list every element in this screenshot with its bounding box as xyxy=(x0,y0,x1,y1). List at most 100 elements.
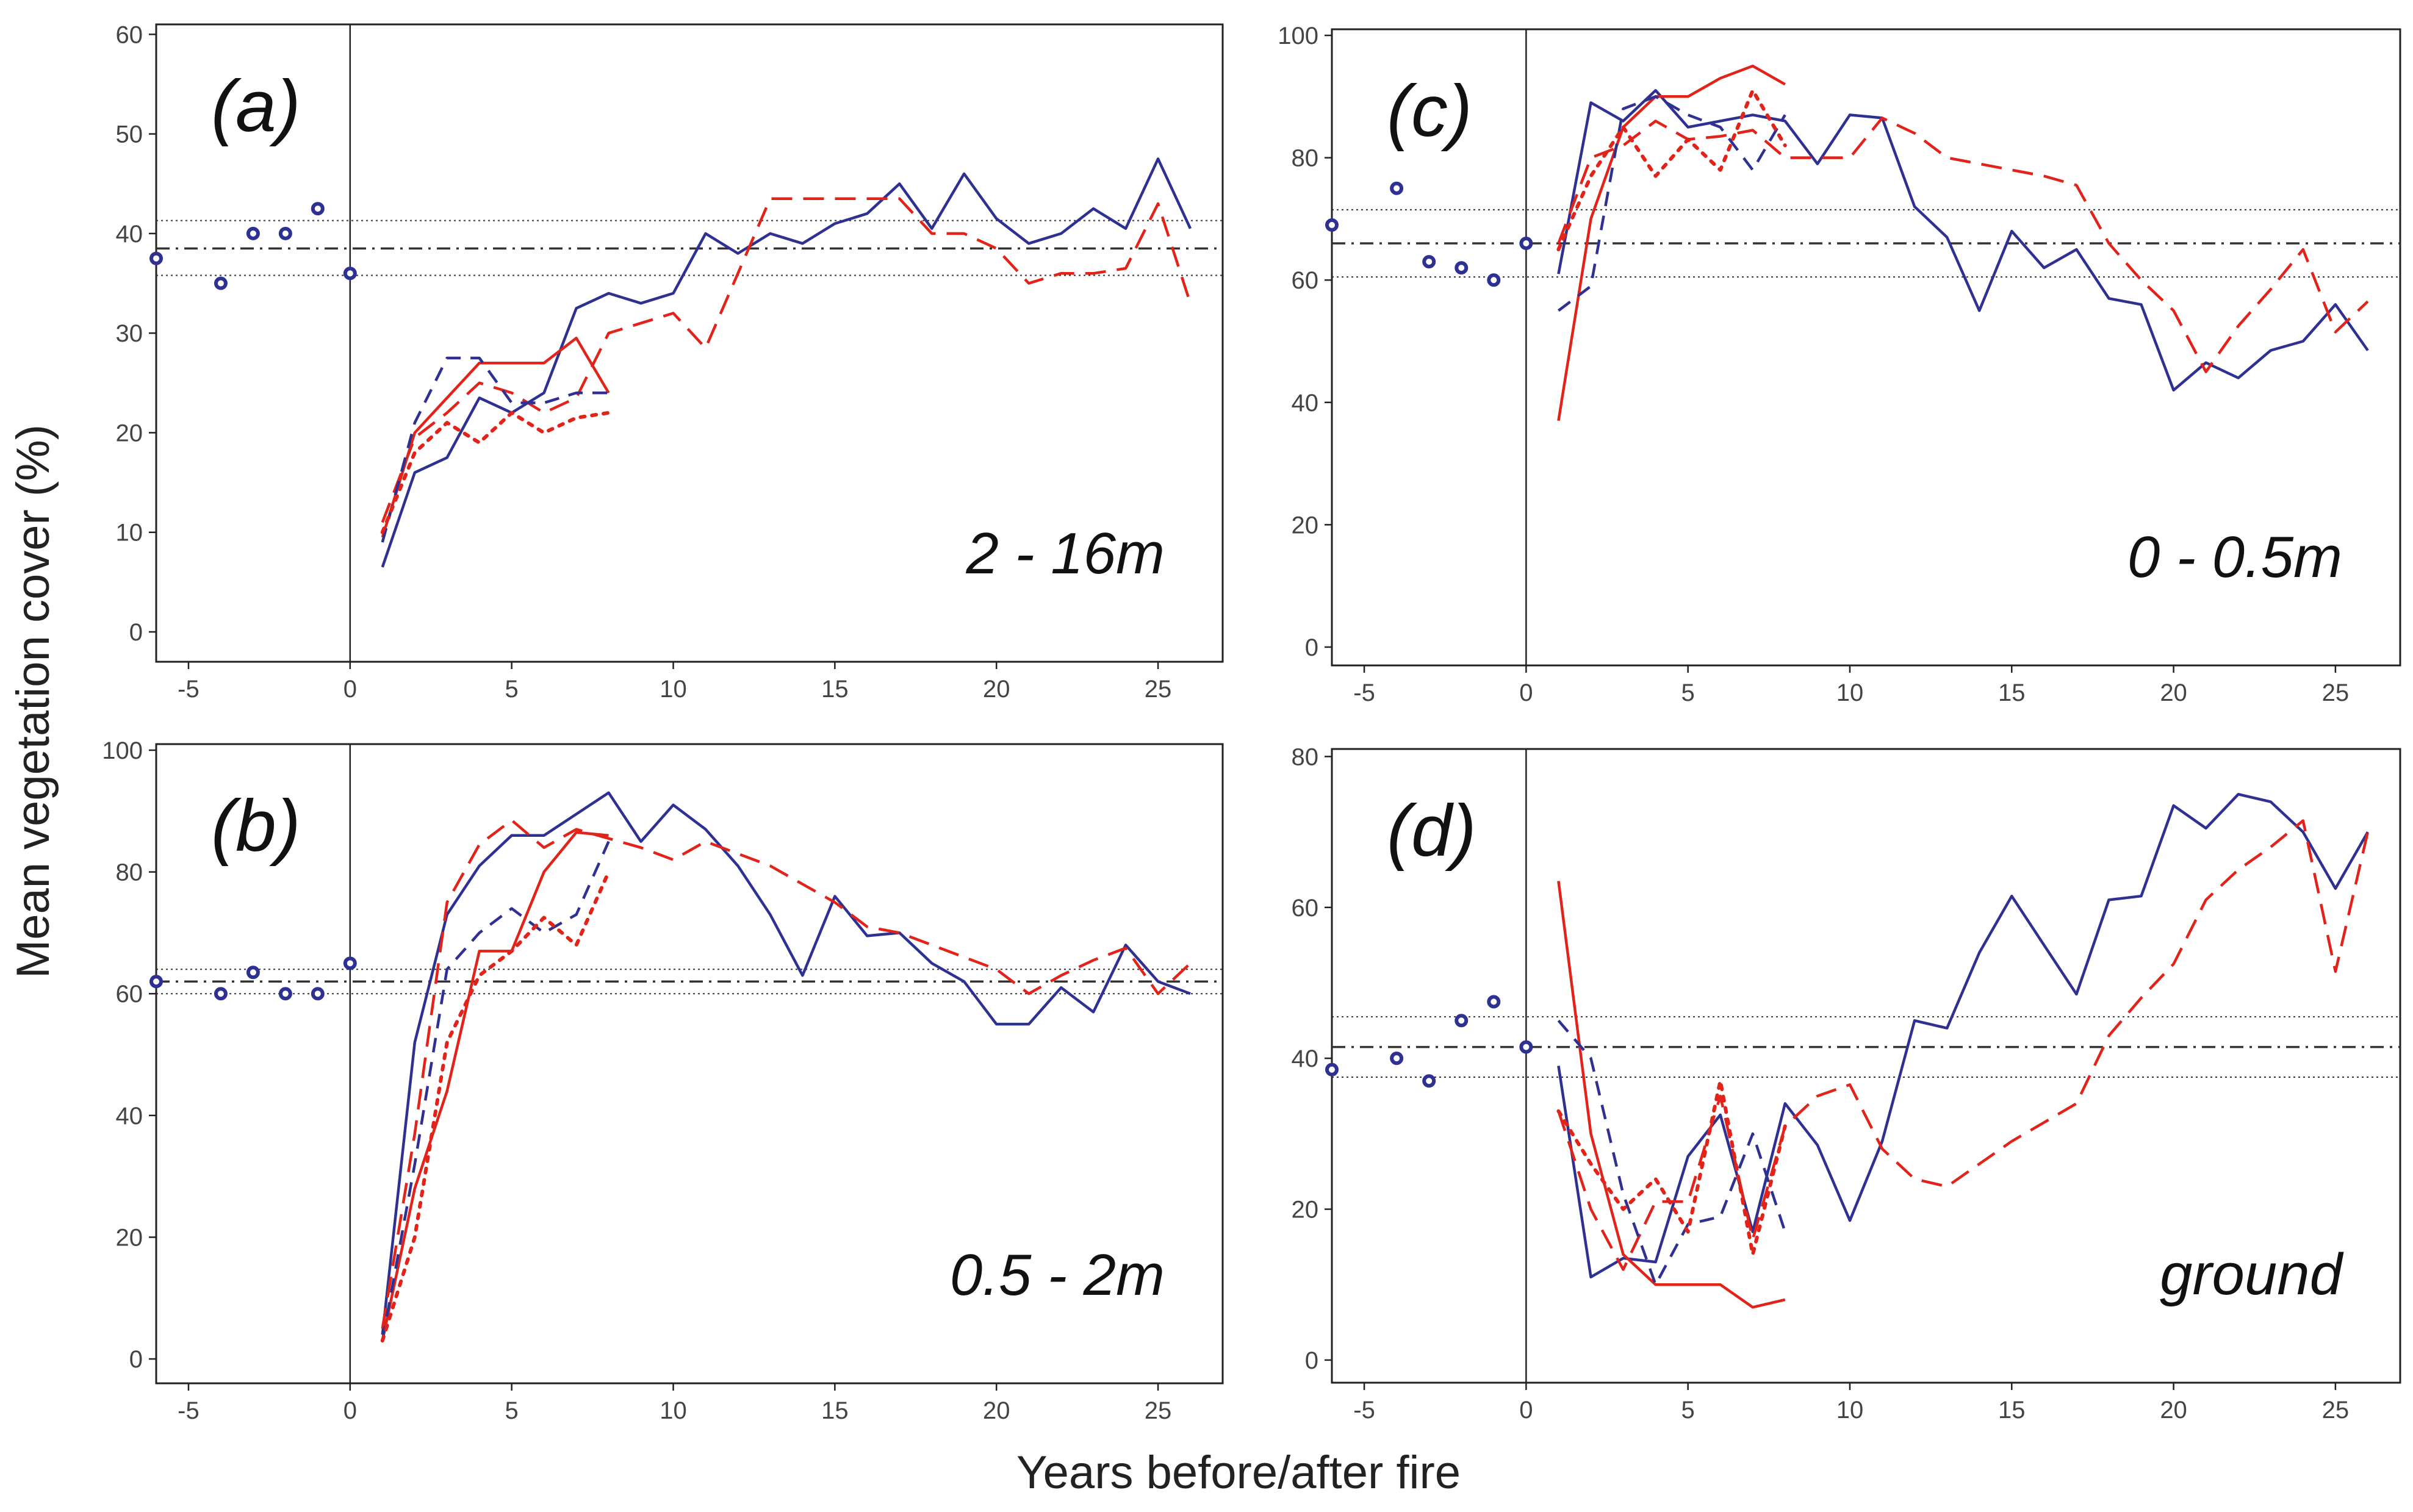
x-tick-label-d: -5 xyxy=(1353,1397,1375,1424)
y-tick-label-d: 60 xyxy=(1292,895,1319,922)
x-tick-label-c: 25 xyxy=(2322,679,2350,706)
x-tick-label-a: -5 xyxy=(178,676,200,703)
series-red-long-dash-a xyxy=(381,197,1192,523)
x-axis-title: Years before/after fire xyxy=(1016,1447,1461,1499)
height-range-label-c: 0 - 0.5m xyxy=(2127,525,2342,590)
y-tick-label-a: 10 xyxy=(116,520,143,546)
series-red-long-dash-c xyxy=(1557,116,2369,373)
panel-d: -5 0 5 10 15 20 25 0 20 40 60 80 (d) ground xyxy=(1292,743,2401,1424)
panel-label-c: (c) xyxy=(1387,70,1472,152)
y-tick-label-c: 80 xyxy=(1292,145,1319,172)
pre-fire-point-a xyxy=(278,226,292,240)
x-tick-label-b: 15 xyxy=(821,1397,849,1424)
y-tick-label-c: 60 xyxy=(1292,267,1319,294)
x-tick-label-c: 0 xyxy=(1519,679,1533,706)
y-tick-label-a: 60 xyxy=(116,21,143,48)
y-tick-label-d: 80 xyxy=(1292,743,1319,770)
panel-b: -5 0 5 10 15 20 25 0 20 40 60 80 100 (b) 0.5 - 2m xyxy=(102,737,1224,1424)
panel-label-a: (a) xyxy=(211,65,301,147)
plot-frame-d xyxy=(1331,748,2401,1384)
series-group-a xyxy=(380,157,1192,568)
pre-fire-point-c xyxy=(1390,181,1404,195)
x-tick-label-d: 25 xyxy=(2322,1397,2350,1424)
x-tick-label-b: 0 xyxy=(343,1397,357,1424)
pre-fire-point-c xyxy=(1325,218,1339,232)
series-blue-solid-a xyxy=(381,157,1192,568)
pre-fire-point-c xyxy=(1455,261,1469,275)
x-tick-label-a: 15 xyxy=(821,676,849,703)
series-red-dotted-c xyxy=(1556,88,1787,251)
pre-fire-point-d xyxy=(1519,1040,1533,1054)
series-blue-dashed-d xyxy=(1557,1019,1786,1286)
series-group-d xyxy=(1556,792,2370,1309)
x-tick-label-d: 10 xyxy=(1836,1397,1864,1424)
y-tick-label-d: 40 xyxy=(1292,1045,1319,1072)
height-range-label-d: ground xyxy=(2160,1242,2344,1307)
pre-fire-point-b xyxy=(278,987,292,1001)
y-tick-label-b: 80 xyxy=(116,859,143,886)
series-blue-solid-c xyxy=(1557,89,2369,392)
series-red-dotted-a xyxy=(380,410,611,534)
pre-fire-point-a xyxy=(311,202,325,216)
y-tick-label-c: 40 xyxy=(1292,390,1319,417)
x-tick-label-a: 25 xyxy=(1145,676,1172,703)
y-tick-label-c: 0 xyxy=(1305,634,1318,661)
series-red-dotted-b xyxy=(380,870,611,1343)
pre-fire-point-d xyxy=(1325,1062,1339,1077)
pre-fire-point-d xyxy=(1390,1052,1404,1066)
y-tick-label-b: 100 xyxy=(102,737,143,764)
series-blue-dashed-b xyxy=(381,840,610,1341)
x-tick-label-c: 5 xyxy=(1681,679,1695,706)
x-tick-label-c: 10 xyxy=(1836,679,1864,706)
height-range-label-a: 2 - 16m xyxy=(966,521,1165,586)
pre-fire-point-c xyxy=(1422,255,1436,269)
y-tick-label-d: 20 xyxy=(1292,1197,1319,1224)
y-tick-label-a: 20 xyxy=(116,420,143,446)
x-tick-label-c: -5 xyxy=(1353,679,1375,706)
x-tick-label-a: 10 xyxy=(660,676,687,703)
pre-fire-point-a xyxy=(214,276,228,290)
pre-fire-point-d xyxy=(1455,1014,1469,1028)
y-tick-label-b: 0 xyxy=(129,1346,143,1373)
x-tick-label-a: 20 xyxy=(983,676,1010,703)
pre-fire-point-a xyxy=(149,251,163,265)
x-tick-label-c: 20 xyxy=(2160,679,2187,706)
series-red-solid-c xyxy=(1557,64,1786,421)
pre-fire-point-a xyxy=(343,267,357,281)
x-tick-label-c: 15 xyxy=(1998,679,2026,706)
pre-fire-point-b xyxy=(246,966,260,980)
panel-label-b: (b) xyxy=(211,785,301,867)
series-blue-dashed-a xyxy=(381,356,609,543)
x-tick-label-b: 10 xyxy=(660,1397,687,1424)
x-tick-label-d: 5 xyxy=(1681,1397,1695,1424)
x-tick-label-a: 0 xyxy=(343,676,357,703)
y-axis-title: Mean vegetation cover (%) xyxy=(7,425,59,978)
x-tick-label-d: 20 xyxy=(2160,1397,2187,1424)
pre-fire-point-b xyxy=(214,987,228,1001)
series-blue-solid-d xyxy=(1557,792,2369,1279)
pre-fire-point-c xyxy=(1519,237,1533,251)
x-tick-label-d: 15 xyxy=(1998,1397,2026,1424)
pre-fire-point-b xyxy=(149,975,163,989)
y-tick-label-c: 20 xyxy=(1292,512,1319,539)
series-red-solid-a xyxy=(381,337,610,538)
panel-c: -5 0 5 10 15 20 25 0 20 40 60 80 100 (c) 0 - 0.5m xyxy=(1278,23,2401,706)
plot-frame-a xyxy=(155,23,1224,663)
y-tick-label-d: 0 xyxy=(1305,1347,1318,1374)
pre-fire-point-d xyxy=(1422,1074,1436,1088)
pre-fire-point-b xyxy=(343,956,357,970)
panel-label-d: (d) xyxy=(1387,790,1476,872)
series-red-long-dash-d xyxy=(1557,819,2370,1271)
pre-fire-point-c xyxy=(1487,273,1501,287)
y-tick-label-b: 40 xyxy=(116,1103,143,1130)
y-tick-label-b: 20 xyxy=(116,1224,143,1251)
series-blue-solid-b xyxy=(381,791,1191,1335)
pre-fire-point-a xyxy=(246,226,260,240)
y-tick-label-b: 60 xyxy=(116,981,143,1008)
x-tick-label-b: 5 xyxy=(505,1397,519,1424)
series-red-solid-d xyxy=(1557,881,1786,1309)
y-tick-label-a: 50 xyxy=(116,121,143,148)
y-tick-label-c: 100 xyxy=(1278,23,1318,49)
x-tick-label-b: 25 xyxy=(1145,1397,1172,1424)
